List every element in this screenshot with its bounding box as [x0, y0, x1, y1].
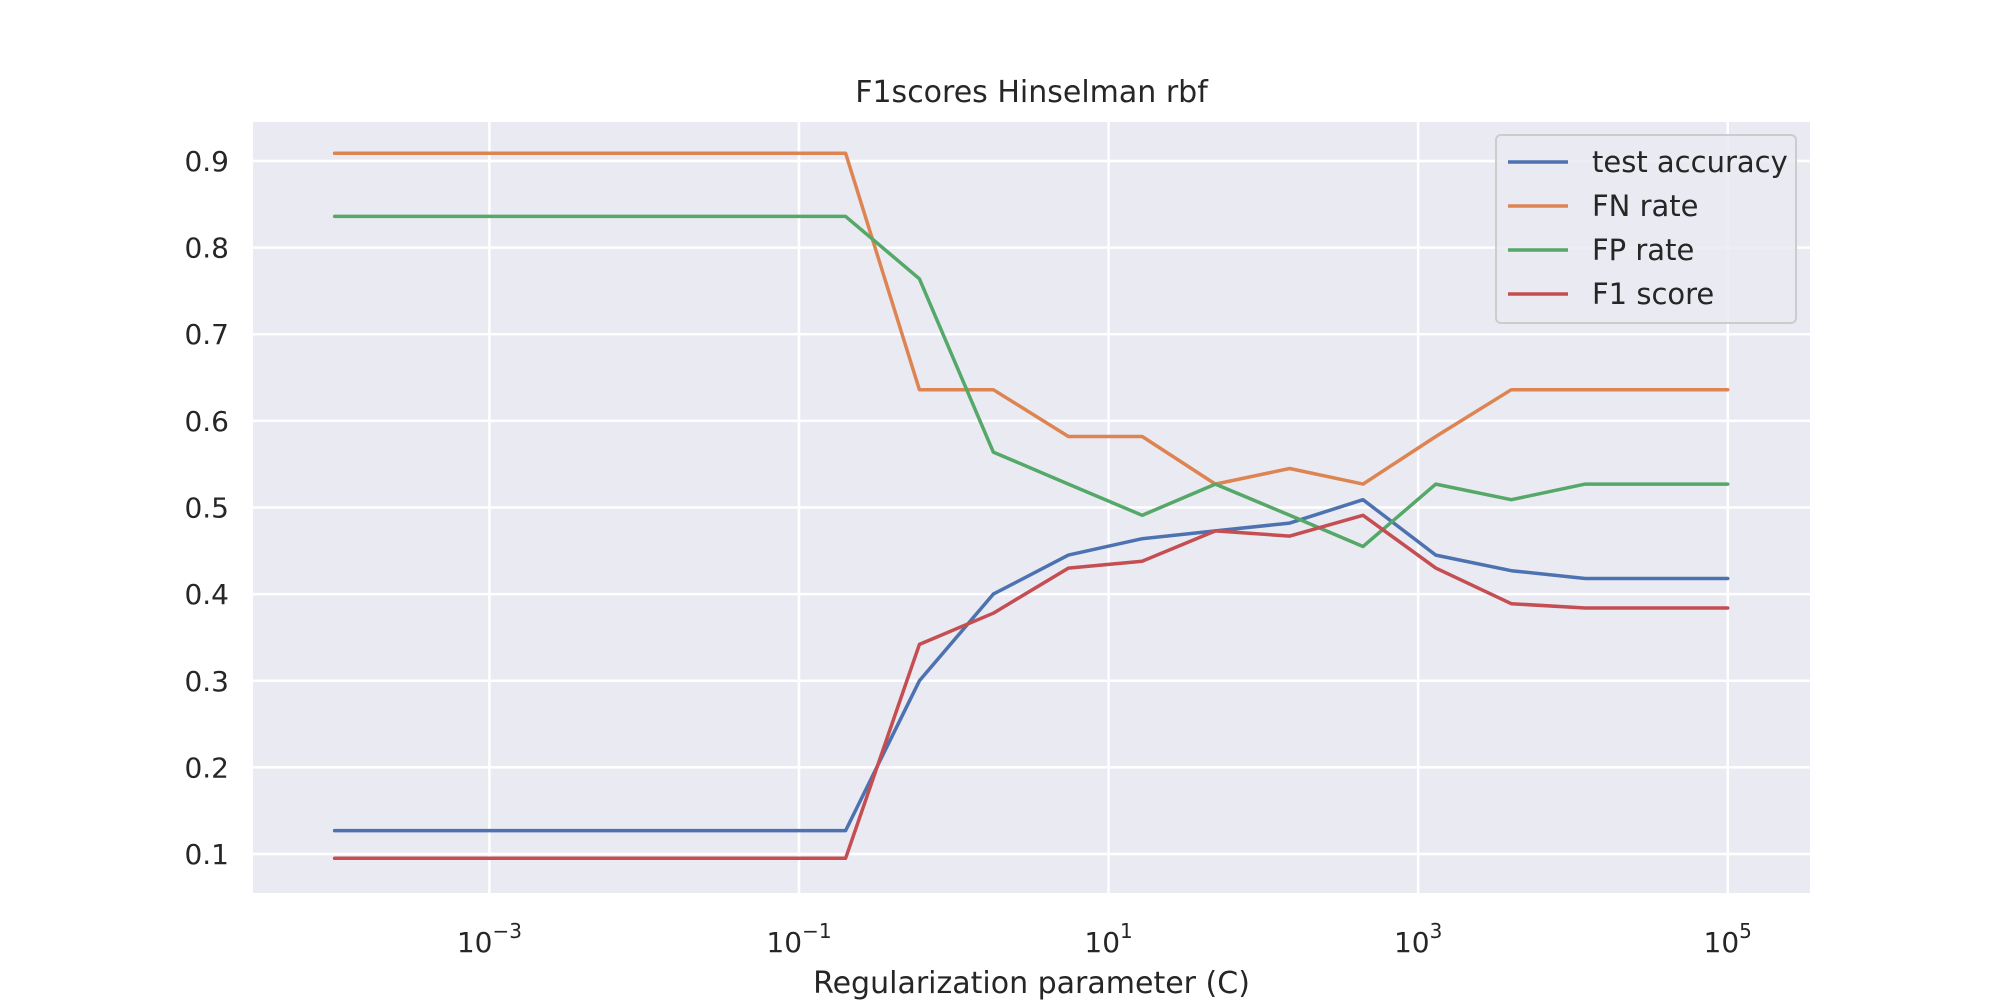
legend-label: test accuracy — [1592, 145, 1788, 179]
x-tick-exponent: 1 — [1120, 919, 1133, 943]
y-tick-label: 0.9 — [184, 145, 229, 178]
y-tick-label: 0.4 — [184, 578, 229, 611]
y-tick-label: 0.8 — [184, 232, 229, 265]
x-axis-label: Regularization parameter (C) — [813, 966, 1250, 1000]
x-tick-label: 103 — [1394, 919, 1442, 959]
y-tick-label: 0.2 — [184, 751, 229, 784]
y-tick-label: 0.6 — [184, 405, 229, 438]
y-tick-label: 0.7 — [184, 318, 229, 351]
y-tick-label: 0.1 — [184, 838, 229, 871]
legend-label: F1 score — [1592, 277, 1714, 311]
x-tick-base: 10 — [1704, 926, 1740, 959]
y-axis-ticks: 0.1 0.2 0.3 0.4 0.5 0.6 0.7 0.8 0.9 — [184, 145, 229, 871]
series-line-2 — [332, 214, 1730, 549]
x-tick-base: 10 — [1084, 926, 1120, 959]
legend: test accuracy FN rate FP rate F1 score — [1495, 134, 1797, 324]
x-tick-label: 101 — [1084, 919, 1132, 959]
x-tick-label: 10−3 — [457, 919, 522, 959]
x-tick-base: 10 — [457, 926, 493, 959]
grid-lines — [253, 122, 1810, 893]
legend-box — [1495, 134, 1797, 324]
x-tick-base: 10 — [1394, 926, 1430, 959]
legend-label: FP rate — [1592, 233, 1694, 267]
x-axis-ticks: 10−3 10−1 101 103 105 — [457, 919, 1752, 959]
x-tick-label: 105 — [1704, 919, 1752, 959]
chart-title: F1scores Hinselman rbf — [855, 75, 1209, 110]
x-tick-exponent: −1 — [802, 919, 831, 943]
series-line-3 — [332, 513, 1730, 861]
x-tick-exponent: −3 — [492, 919, 521, 943]
x-tick-exponent: 3 — [1430, 919, 1443, 943]
legend-label: FN rate — [1592, 189, 1699, 223]
y-tick-label: 0.3 — [184, 665, 229, 698]
x-tick-base: 10 — [766, 926, 802, 959]
x-tick-label: 10−1 — [766, 919, 831, 959]
x-tick-exponent: 5 — [1739, 919, 1752, 943]
y-tick-label: 0.5 — [184, 492, 229, 525]
series-lines — [332, 151, 1730, 861]
